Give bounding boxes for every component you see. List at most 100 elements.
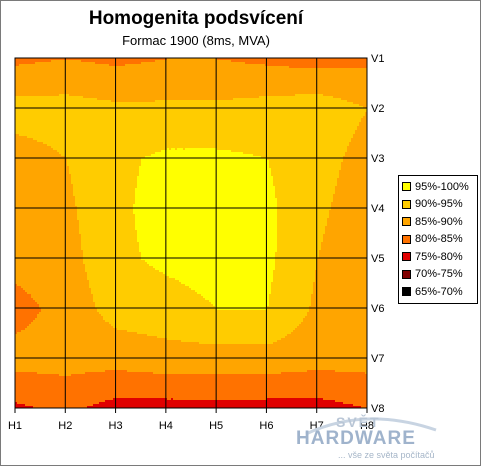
contour-cell [15, 94, 59, 96]
contour-cell [15, 348, 367, 350]
contour-cell [83, 256, 141, 258]
contour-cell [23, 288, 91, 290]
contour-cell [41, 308, 97, 310]
contour-cell [343, 402, 367, 404]
contour-cell [81, 238, 137, 240]
contour-cell [17, 332, 137, 334]
contour-cell [135, 192, 275, 194]
contour-cell [323, 94, 367, 96]
contour-cell [267, 308, 309, 310]
contour-cell [319, 252, 367, 254]
contour-cell [93, 296, 203, 298]
contour-cell [141, 258, 275, 260]
contour-cell [291, 332, 367, 334]
contour-cell [15, 254, 83, 256]
contour-cell [113, 326, 297, 328]
contour-cell [15, 156, 65, 158]
contour-cell [331, 204, 367, 206]
y-tick-label: V3 [371, 153, 384, 165]
y-tick-label: V8 [371, 403, 384, 415]
contour-cell [15, 202, 75, 204]
contour-cell [73, 184, 137, 186]
contour-cell [15, 404, 25, 406]
contour-cell [15, 132, 355, 134]
contour-cell [313, 290, 367, 292]
contour-cell [93, 404, 353, 406]
contour-cell [133, 210, 277, 212]
contour-cell [277, 248, 321, 250]
contour-cell [277, 234, 323, 236]
contour-cell [15, 390, 367, 392]
contour-cell [211, 302, 269, 304]
contour-cell [83, 262, 147, 264]
contour-cell [337, 178, 367, 180]
contour-cell [69, 94, 295, 96]
contour-cell [69, 172, 139, 174]
legend-label: 65%-70% [415, 285, 463, 298]
contour-cell [277, 214, 329, 216]
contour-cell [15, 248, 81, 250]
contour-cell [215, 306, 267, 308]
contour-cell [15, 102, 353, 104]
contour-cell [77, 208, 133, 210]
contour-cell [271, 174, 339, 176]
contour-cell [15, 352, 367, 354]
contour-cell [15, 340, 181, 342]
contour-cell [275, 258, 317, 260]
contour-cell [15, 392, 367, 394]
contour-cell [137, 238, 277, 240]
contour-cell [277, 230, 325, 232]
contour-cell [277, 220, 327, 222]
contour-cell [333, 198, 367, 200]
contour-cell [327, 224, 367, 226]
contour-cell [15, 228, 79, 230]
contour-cell [81, 242, 139, 244]
contour-cell [15, 368, 367, 370]
contour-cell [135, 222, 277, 224]
contour-cell [75, 202, 135, 204]
contour-cell [295, 94, 323, 96]
legend-swatch [402, 252, 411, 262]
contour-cell [95, 62, 141, 64]
contour-cell [155, 100, 347, 102]
contour-cell [317, 268, 367, 270]
contour-cell [15, 272, 87, 274]
x-tick-label: H8 [360, 420, 374, 432]
contour-cell [15, 154, 61, 156]
contour-cell [135, 196, 275, 198]
contour-cell [311, 304, 367, 306]
contour-cell [179, 280, 273, 282]
contour-cell [267, 306, 309, 308]
contour-cell [15, 260, 83, 262]
contour-cell [139, 250, 277, 252]
contour-cell [101, 314, 307, 316]
contour-cell [15, 320, 33, 322]
contour-cell [125, 64, 265, 66]
chart-subtitle: Formac 1900 (8ms, MVA) [122, 33, 270, 48]
contour-cell [17, 284, 89, 286]
contour-cell [245, 62, 367, 64]
contour-cell [15, 216, 77, 218]
contour-cell [285, 336, 367, 338]
contour-cell [135, 188, 275, 190]
contour-cell [81, 248, 139, 250]
y-tick-label: V2 [371, 103, 384, 115]
contour-cell [135, 190, 275, 192]
contour-cell [281, 372, 365, 374]
contour-cell [15, 226, 79, 228]
contour-cell [253, 154, 345, 156]
contour-cell [311, 300, 367, 302]
contour-cell [331, 208, 367, 210]
contour-cell [15, 280, 89, 282]
contour-cell [311, 294, 367, 296]
contour-cell [15, 378, 367, 380]
contour-cell [273, 182, 337, 184]
contour-cell [275, 264, 317, 266]
legend-swatch [402, 287, 411, 297]
contour-cell [15, 338, 167, 340]
contour-cell [347, 100, 367, 102]
contour-cell [81, 240, 137, 242]
contour-cell [315, 278, 367, 280]
contour-cell [327, 218, 367, 220]
